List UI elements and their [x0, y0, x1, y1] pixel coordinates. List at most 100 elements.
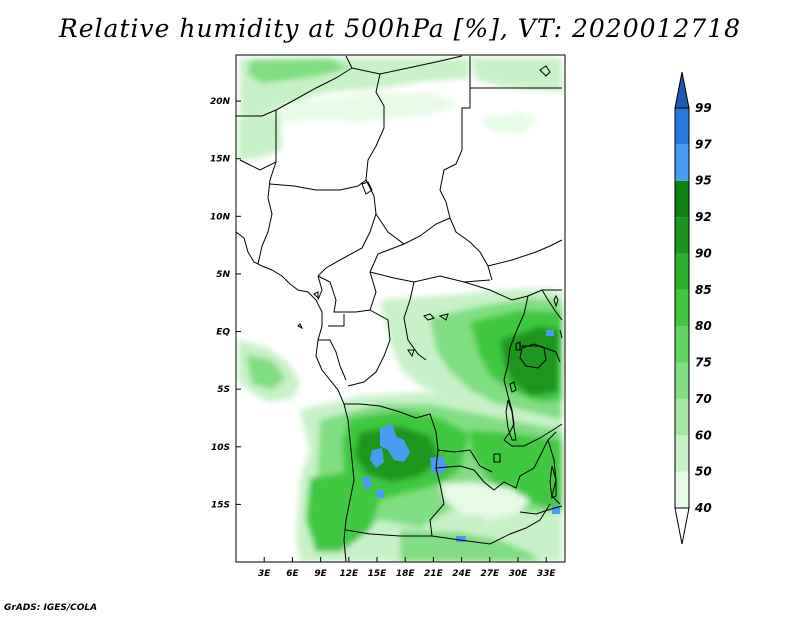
colorbar-label: 95 [695, 174, 712, 188]
border-chad-car [375, 213, 451, 245]
colorbar-label: 99 [695, 101, 712, 115]
border-niger-nigeria [257, 161, 277, 265]
colorbar: 40 50 60 70 75 80 85 90 92 95 97 99 [674, 71, 712, 545]
lat-tick-label: 10N [210, 212, 231, 222]
lat-tick-label: EQ [216, 328, 230, 338]
border-congo [328, 309, 391, 387]
lake-albert [515, 341, 521, 351]
humidity-region-north-mid [270, 92, 460, 122]
lon-tick-label: 9E [314, 569, 327, 579]
lon-tick-label: 12E [339, 569, 359, 579]
longitude-axis: 3E 6E 9E 12E 15E 18E 21E 24E 27E 30E 33E [258, 557, 556, 579]
colorbar-label: 70 [695, 392, 712, 406]
colorbar-label: 80 [695, 319, 712, 333]
lake-kivu [509, 381, 517, 393]
border-sahara-west [236, 55, 353, 117]
humidity-region-dry-south [440, 482, 530, 520]
lake-turkana [553, 294, 559, 308]
lon-tick-label: 18E [396, 569, 416, 579]
colorbar-segment [675, 435, 689, 472]
colorbar-lower-triangle [674, 507, 690, 545]
humidity-patch-blue [380, 424, 410, 462]
country-borders [236, 55, 563, 562]
humidity-region-northeast-patch [482, 112, 540, 134]
humidity-region-lakes [500, 326, 560, 396]
bioko-island [313, 291, 319, 300]
colorbar-label: 50 [695, 465, 712, 479]
border-kenya [520, 289, 563, 363]
colorbar-segment [675, 398, 689, 436]
colorbar-outline [674, 107, 690, 509]
colorbar-segment [675, 180, 689, 218]
humidity-patch-blue [546, 330, 554, 336]
colorbar-segment [675, 289, 689, 327]
map-title: Relative humidity at 500hPa [%], VT: 202… [58, 14, 742, 43]
border-drc-north [403, 299, 427, 361]
colorbar-segment [675, 108, 689, 145]
border-libya-chad [351, 55, 463, 75]
colorbar-label: 60 [695, 428, 712, 442]
lon-tick-label: 27E [480, 569, 500, 579]
border-uganda [503, 295, 529, 441]
colorbar-segment [675, 217, 689, 254]
lat-tick-label: 5S [217, 385, 230, 395]
humidity-region-southwest [306, 470, 380, 552]
colorbar-upper-triangle [674, 71, 690, 109]
lat-tick-label: 15S [211, 500, 230, 510]
border-sudan-south [487, 239, 563, 267]
lat-tick-label: 15N [210, 155, 231, 165]
border-sudan [439, 56, 493, 281]
humidity-region-zambia-strong [470, 430, 562, 510]
sao-tome-island [297, 323, 304, 330]
colorbar-segment [675, 144, 689, 181]
humidity-patch-blue [370, 448, 384, 468]
humidity-field [238, 58, 562, 562]
lon-tick-label: 6E [286, 569, 299, 579]
lat-tick-label: 10S [211, 443, 230, 453]
lat-tick-label: 20N [210, 97, 231, 107]
border-car-south [369, 243, 491, 283]
lake-victoria [519, 343, 547, 369]
small-lakes [407, 313, 449, 358]
humidity-region-south-edge [400, 530, 540, 562]
lon-tick-label: 15E [368, 569, 388, 579]
lake-tanganyika [505, 399, 517, 441]
colorbar-segment [675, 253, 689, 290]
humidity-region-atlantic-strong [246, 354, 286, 390]
lake-chad [361, 181, 373, 195]
grads-credit: GrADS: IGES/COLA [4, 603, 98, 613]
latitude-axis: 20N 15N 10N 5N EQ 5S 10S 15S [210, 97, 241, 510]
border-mali-niger [239, 110, 277, 171]
colorbar-segment [675, 326, 689, 363]
border-nigeria-north [269, 179, 367, 191]
lon-tick-label: 24E [452, 569, 472, 579]
lake-mweru [493, 453, 501, 463]
humidity-patch-blue [430, 456, 448, 474]
border-drc-car [409, 281, 562, 301]
lon-tick-label: 21E [424, 569, 444, 579]
coastline-east [559, 329, 563, 339]
border-gabon [318, 339, 347, 381]
colorbar-label: 90 [695, 246, 712, 260]
humidity-region-northeast [472, 58, 562, 92]
border-angola-namibia [345, 503, 551, 545]
colorbar-label: 40 [694, 501, 712, 515]
lon-tick-label: 3E [258, 569, 271, 579]
colorbar-label: 85 [695, 283, 712, 297]
lat-tick-label: 5N [216, 270, 230, 280]
colorbar-label: 75 [695, 356, 712, 370]
lon-tick-label: 33E [537, 569, 557, 579]
border-angola-drc [344, 403, 493, 473]
colorbar-segment [675, 362, 689, 399]
colorbar-label: 92 [695, 210, 712, 224]
border-angola-zambia [429, 431, 557, 537]
humidity-patch-blue [376, 490, 384, 498]
border-cameroon [317, 271, 377, 313]
humidity-region-west-sahel [238, 112, 282, 160]
red-sea-coast [539, 65, 551, 77]
humidity-max-patches [362, 330, 560, 542]
humidity-region-north-strong [248, 58, 350, 84]
humidity-patch-blue [362, 476, 372, 490]
colorbar-segment [675, 471, 689, 508]
